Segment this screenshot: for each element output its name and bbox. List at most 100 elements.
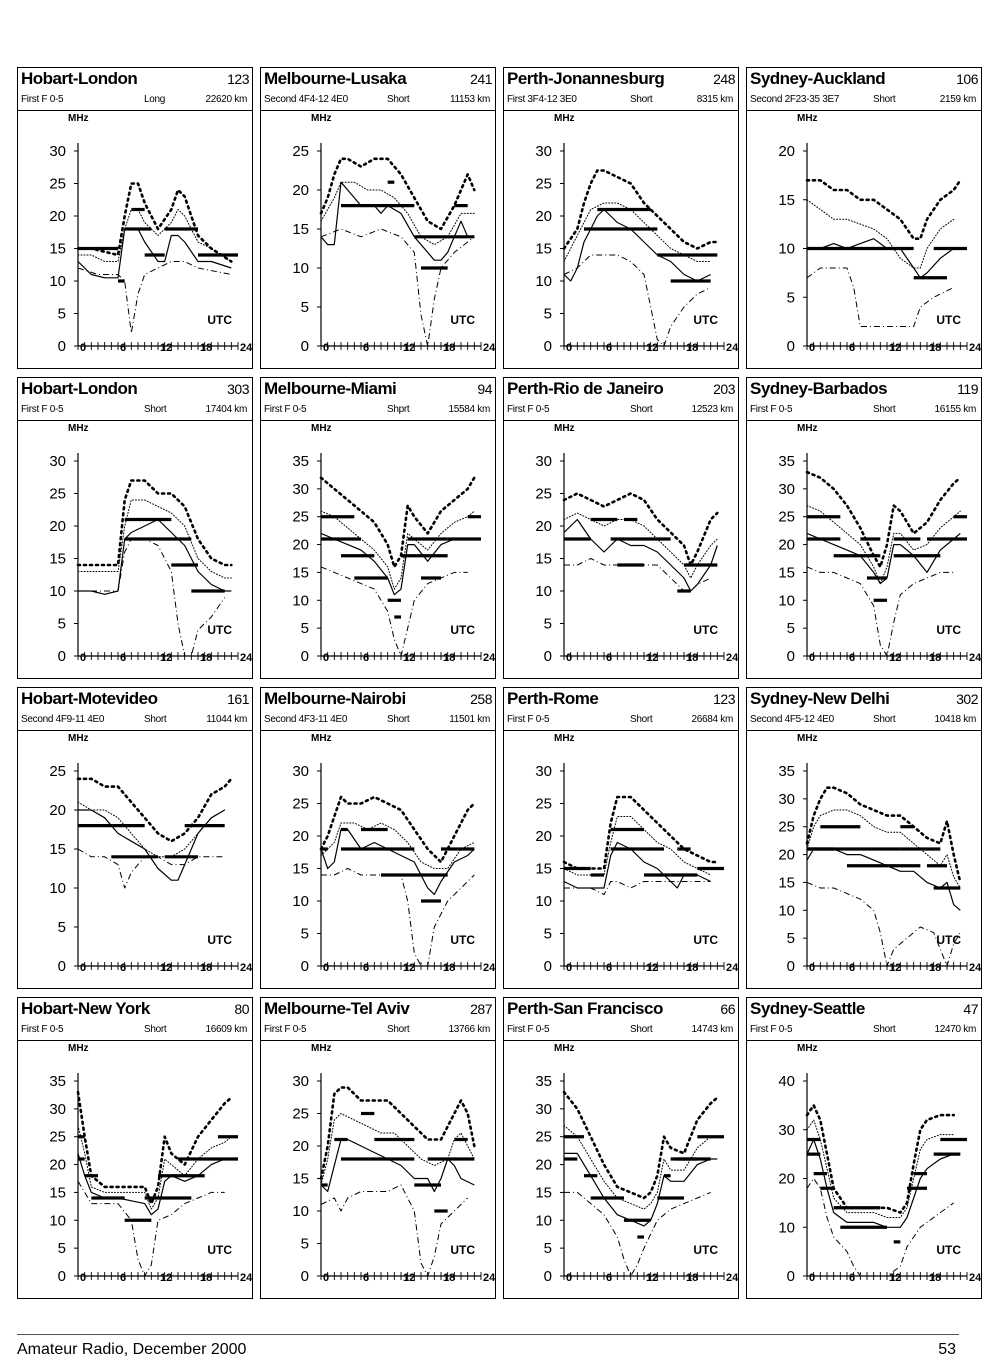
plot-area: MHz 0 5 10 15 20 25 30 0 6 12 18 24 UTC (49, 113, 253, 355)
x-axis-label: UTC (207, 1243, 232, 1257)
y-tick-label: 30 (535, 1101, 552, 1118)
path-type: Shprt (387, 404, 410, 415)
y-tick-label: 25 (49, 763, 66, 780)
x-tick-label: 24 (726, 1272, 739, 1284)
x-tick-label: 12 (889, 962, 901, 974)
plot-area: MHz 0 5 10 15 20 0 6 12 18 24 UTC (778, 113, 982, 355)
y-tick-label: 25 (49, 486, 66, 503)
plot-area: MHz 0 5 10 15 20 25 30 35 0 6 12 18 24 UTC (778, 733, 982, 975)
y-tick-label: 25 (292, 1106, 309, 1123)
y-tick-label: 5 (58, 919, 66, 936)
chart-number: 123 (227, 71, 249, 87)
series-dotted (563, 816, 712, 876)
chart-title: Hobart-Motevideo (21, 689, 158, 708)
y-tick-label: 25 (49, 176, 66, 193)
chart-panel: Sydney-Auckland 106 Second 2F23-35 3E7 Shor… (746, 67, 982, 369)
chart-title: Melbourne-Tel Aviv (264, 999, 410, 1018)
x-tick-label: 12 (646, 1272, 658, 1284)
panel-header: Perth-Rio de Janeiro 203 First F 0-5 Short 1… (504, 378, 738, 421)
x-tick-label: 18 (929, 962, 941, 974)
chart-title: Perth-Rome (507, 689, 599, 708)
chart-panel: Hobart-New York 80 First F 0-5 Short 16609 k… (17, 997, 253, 1299)
series-dotted (320, 1113, 475, 1186)
x-tick-label: 6 (606, 342, 612, 354)
y-tick-label: 20 (292, 828, 309, 845)
y-tick-label: 35 (778, 453, 795, 470)
y-tick-label: 20 (778, 1171, 795, 1188)
chart-number: 161 (227, 691, 249, 707)
panel-header: Perth-Jonannesburg 248 First 3F4-12 3E0 Sho… (504, 68, 738, 111)
panel-header: Hobart-London 303 First F 0-5 Short 17404 km (18, 378, 252, 421)
x-tick-label: 0 (80, 652, 86, 664)
series-upper (319, 476, 476, 569)
x-tick-label: 12 (403, 962, 415, 974)
x-tick-label: 24 (483, 1272, 496, 1284)
plot-area: MHz 0 5 10 15 20 25 30 35 0 6 12 18 24 UTC (535, 1043, 739, 1285)
series-lower (77, 1181, 225, 1277)
propagation-mode: First F 0-5 (507, 404, 550, 415)
series-lower (806, 566, 954, 657)
y-tick-label: 0 (544, 958, 552, 975)
y-tick-label: 0 (787, 1268, 795, 1285)
y-tick-label: 20 (535, 1157, 552, 1174)
y-axis-label: MHz (554, 113, 575, 124)
y-tick-label: 0 (544, 338, 552, 355)
x-axis-label: UTC (693, 623, 718, 637)
y-tick-label: 20 (49, 802, 66, 819)
chart-panel: Melbourne-Nairobi 258 Second 4F3-11 4E0 Sho… (260, 687, 496, 989)
x-tick-label: 12 (646, 342, 658, 354)
chart-number: 241 (470, 71, 492, 87)
y-tick-label: 30 (778, 791, 795, 808)
path-type: Short (630, 404, 653, 415)
path-distance: 16155 km (934, 404, 976, 415)
y-tick-label: 20 (292, 1138, 309, 1155)
series-upper (319, 157, 476, 231)
y-tick-label: 10 (535, 583, 552, 600)
x-tick-label: 18 (200, 1272, 212, 1284)
y-tick-label: 10 (49, 880, 66, 897)
chart-title: Perth-Jonannesburg (507, 69, 665, 88)
path-distance: 16609 km (205, 1024, 247, 1035)
chart-number: 119 (957, 381, 978, 397)
path-type: Short (873, 404, 896, 415)
path-distance: 11501 km (449, 714, 490, 725)
panel-header: Sydney-Seattle 47 First F 0-5 Short 12470 km (747, 998, 981, 1041)
x-axis-label: UTC (693, 933, 718, 947)
x-tick-label: 24 (483, 652, 496, 664)
x-tick-label: 18 (443, 652, 455, 664)
y-tick-label: 5 (544, 306, 552, 323)
series-dotted (563, 202, 712, 262)
y-tick-label: 10 (292, 893, 309, 910)
y-tick-label: 30 (292, 763, 309, 780)
y-tick-label: 20 (535, 518, 552, 535)
path-type: Short (630, 94, 653, 105)
x-tick-label: 0 (80, 342, 86, 354)
y-tick-label: 10 (778, 241, 795, 258)
chart-panel: Melbourne-Lusaka 241 Second 4F4-12 4E0 Shor… (260, 67, 496, 369)
y-tick-label: 30 (49, 1101, 66, 1118)
series-median (806, 848, 961, 911)
y-tick-label: 15 (49, 241, 66, 258)
chart-number: 123 (713, 691, 735, 707)
series-median (564, 1152, 718, 1227)
y-tick-label: 0 (301, 1268, 309, 1285)
plot-area: MHz 0 5 10 15 20 25 30 35 0 6 12 18 24 UTC (292, 423, 496, 665)
y-tick-label: 10 (535, 1212, 552, 1229)
x-tick-label: 6 (606, 962, 612, 974)
propagation-mode: First F 0-5 (21, 94, 64, 105)
y-tick-label: 5 (544, 1240, 552, 1257)
series-upper (562, 1090, 719, 1200)
path-distance: 8315 km (696, 94, 734, 105)
x-tick-label: 12 (889, 342, 901, 354)
panel-header: Melbourne-Tel Aviv 287 First F 0-5 Short 137… (261, 998, 495, 1041)
x-tick-label: 12 (160, 1272, 172, 1284)
x-tick-label: 18 (443, 342, 455, 354)
chart-panel: Perth-San Francisco 66 First F 0-5 Short 147… (503, 997, 739, 1299)
x-tick-label: 24 (726, 652, 739, 664)
chart-number: 203 (713, 381, 735, 397)
x-tick-label: 12 (160, 962, 172, 974)
x-tick-label: 24 (240, 652, 253, 664)
series-lower (563, 254, 711, 347)
y-axis-label: MHz (311, 113, 332, 124)
series-lower (564, 1191, 711, 1277)
